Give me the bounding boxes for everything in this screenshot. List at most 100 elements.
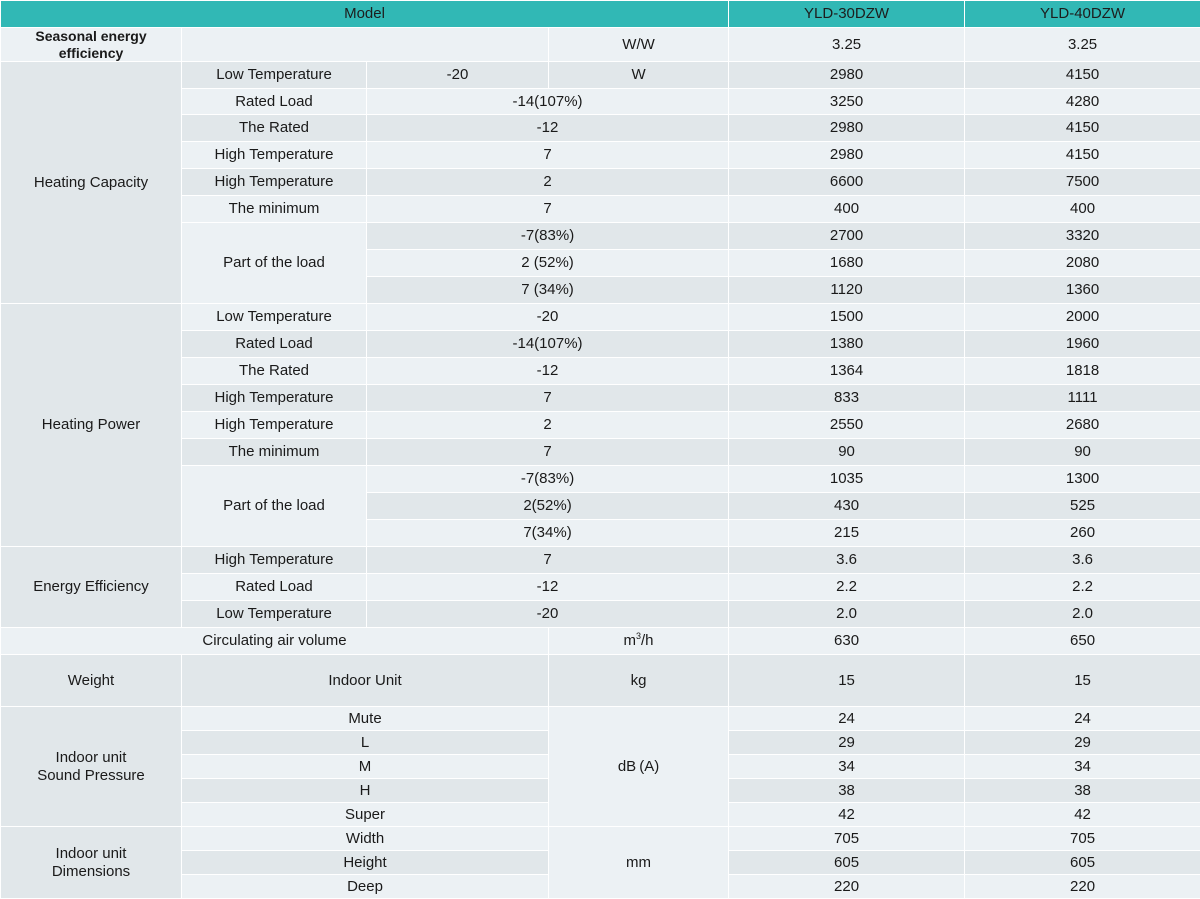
cell-hc-rated-yld40: 4280	[965, 89, 1200, 115]
row-unit-hc-low: W	[549, 62, 729, 89]
table-row-hp-low: Heating Power Low Temperature -20 1500 2…	[1, 304, 1200, 331]
group-label-heating-power: Heating Power	[1, 304, 182, 547]
row-cond-ee-high: 7	[367, 547, 729, 574]
cell-hp-part-2-yld40: 525	[965, 493, 1200, 520]
row-label-dim-width: Width	[182, 827, 549, 851]
cell-dim-height-yld30: 605	[729, 851, 965, 875]
cell-sound-l-yld30: 29	[729, 731, 965, 755]
row-label-hc-part-of-load: Part of the load	[182, 223, 367, 304]
cell-hp-high-2-yld30: 2550	[729, 412, 965, 439]
row-cond-hc-high-2: 2	[367, 169, 729, 196]
cell-hp-high-7-yld30: 833	[729, 385, 965, 412]
cell-ee-rated-yld30: 2.2	[729, 574, 965, 601]
cell-hp-minimum-yld40: 90	[965, 439, 1200, 466]
cell-hp-low-yld40: 2000	[965, 304, 1200, 331]
cell-hc-the-rated-yld30: 2980	[729, 115, 965, 142]
row-label-ee-rated: Rated Load	[182, 574, 367, 601]
row-label-ee-high: High Temperature	[182, 547, 367, 574]
row-unit-dimensions: mm	[549, 827, 729, 899]
cell-dim-deep-yld40: 220	[965, 875, 1200, 899]
cell-weight-yld30: 15	[729, 655, 965, 707]
row-label-dim-height: Height	[182, 851, 549, 875]
cell-hp-part-1-yld30: 1035	[729, 466, 965, 493]
row-label-hp-part-of-load: Part of the load	[182, 466, 367, 547]
row-cond-hp-part-1: -7(83%)	[367, 466, 729, 493]
cell-hp-minimum-yld30: 90	[729, 439, 965, 466]
row-label-ee-low: Low Temperature	[182, 601, 367, 628]
cell-dim-height-yld40: 605	[965, 851, 1200, 875]
row-cond-hc-part-3: 7 (34%)	[367, 277, 729, 304]
cell-hc-low-yld30: 2980	[729, 62, 965, 89]
cell-sound-m-yld30: 34	[729, 755, 965, 779]
row-label-sound-m: M	[182, 755, 549, 779]
cell-sound-super-yld40: 42	[965, 803, 1200, 827]
cell-ee-high-yld40: 3.6	[965, 547, 1200, 574]
row-unit-seasonal: W/W	[549, 28, 729, 62]
row-label-hc-the-rated: The Rated	[182, 115, 367, 142]
cell-hc-part-1-yld40: 3320	[965, 223, 1200, 250]
row-cond-hp-rated: -14(107%)	[367, 331, 729, 358]
row-cond-hp-high-7: 7	[367, 385, 729, 412]
row-cond-hc-part-1: -7(83%)	[367, 223, 729, 250]
group-label-sound-pressure: Indoor unit Sound Pressure	[1, 707, 182, 827]
row-label-hc-minimum: The minimum	[182, 196, 367, 223]
row-cond-seasonal	[182, 28, 549, 62]
table-header-row: Model YLD-30DZW YLD-40DZW	[1, 1, 1200, 28]
row-cond-hc-the-rated: -12	[367, 115, 729, 142]
dimensions-label-line2: Dimensions	[5, 863, 177, 881]
cell-hc-part-1-yld30: 2700	[729, 223, 965, 250]
row-label-hp-rated: Rated Load	[182, 331, 367, 358]
row-label-sound-l: L	[182, 731, 549, 755]
row-label-hc-high-7: High Temperature	[182, 142, 367, 169]
table-row-ee-high: Energy Efficiency High Temperature 7 3.6…	[1, 547, 1200, 574]
cell-ee-low-yld40: 2.0	[965, 601, 1200, 628]
row-cond-ee-rated: -12	[367, 574, 729, 601]
group-label-weight: Weight	[1, 655, 182, 707]
table-row-sound-mute: Indoor unit Sound Pressure Mute dB (A) 2…	[1, 707, 1200, 731]
cell-hc-high-2-yld30: 6600	[729, 169, 965, 196]
row-cond-hp-high-2: 2	[367, 412, 729, 439]
cell-hc-part-3-yld40: 1360	[965, 277, 1200, 304]
table-row-seasonal: Seasonal energy efficiency W/W 3.25 3.25	[1, 28, 1200, 62]
cell-sound-super-yld30: 42	[729, 803, 965, 827]
cell-ee-low-yld30: 2.0	[729, 601, 965, 628]
unit-m3h-tail: /h	[641, 632, 654, 649]
row-label-hp-the-rated: The Rated	[182, 358, 367, 385]
row-label-hc-low: Low Temperature	[182, 62, 367, 89]
row-label-sound-h: H	[182, 779, 549, 803]
row-unit-circulating: m3/h	[549, 628, 729, 655]
row-label-hp-high-7: High Temperature	[182, 385, 367, 412]
row-label-hp-high-2: High Temperature	[182, 412, 367, 439]
row-label-sound-mute: Mute	[182, 707, 549, 731]
row-cond-hc-high-7: 7	[367, 142, 729, 169]
cell-sound-m-yld40: 34	[965, 755, 1200, 779]
table-row-weight: Weight Indoor Unit kg 15 15	[1, 655, 1200, 707]
cell-hc-low-yld40: 4150	[965, 62, 1200, 89]
row-cond-hc-minimum: 7	[367, 196, 729, 223]
cell-hp-part-2-yld30: 430	[729, 493, 965, 520]
row-label-circulating-air-volume: Circulating air volume	[1, 628, 549, 655]
group-label-dimensions: Indoor unit Dimensions	[1, 827, 182, 899]
row-cond-ee-low: -20	[367, 601, 729, 628]
cell-hp-part-1-yld40: 1300	[965, 466, 1200, 493]
group-label-heating-capacity: Heating Capacity	[1, 62, 182, 304]
unit-m3h-text: m	[624, 632, 637, 649]
cell-hp-the-rated-yld30: 1364	[729, 358, 965, 385]
cell-sound-mute-yld40: 24	[965, 707, 1200, 731]
row-label-sound-super: Super	[182, 803, 549, 827]
cell-sound-h-yld40: 38	[965, 779, 1200, 803]
header-model-label: Model	[1, 1, 729, 28]
cell-hc-part-2-yld40: 2080	[965, 250, 1200, 277]
header-col-yld40: YLD-40DZW	[965, 1, 1200, 28]
row-unit-weight: kg	[549, 655, 729, 707]
cell-hc-high-7-yld30: 2980	[729, 142, 965, 169]
cell-hc-high-2-yld40: 7500	[965, 169, 1200, 196]
row-cond-hp-minimum: 7	[367, 439, 729, 466]
cell-hp-rated-yld30: 1380	[729, 331, 965, 358]
table-row-hc-low: Heating Capacity Low Temperature -20 W 2…	[1, 62, 1200, 89]
header-col-yld30: YLD-30DZW	[729, 1, 965, 28]
cell-circulating-yld30: 630	[729, 628, 965, 655]
cell-hp-part-3-yld40: 260	[965, 520, 1200, 547]
row-label-hc-high-2: High Temperature	[182, 169, 367, 196]
